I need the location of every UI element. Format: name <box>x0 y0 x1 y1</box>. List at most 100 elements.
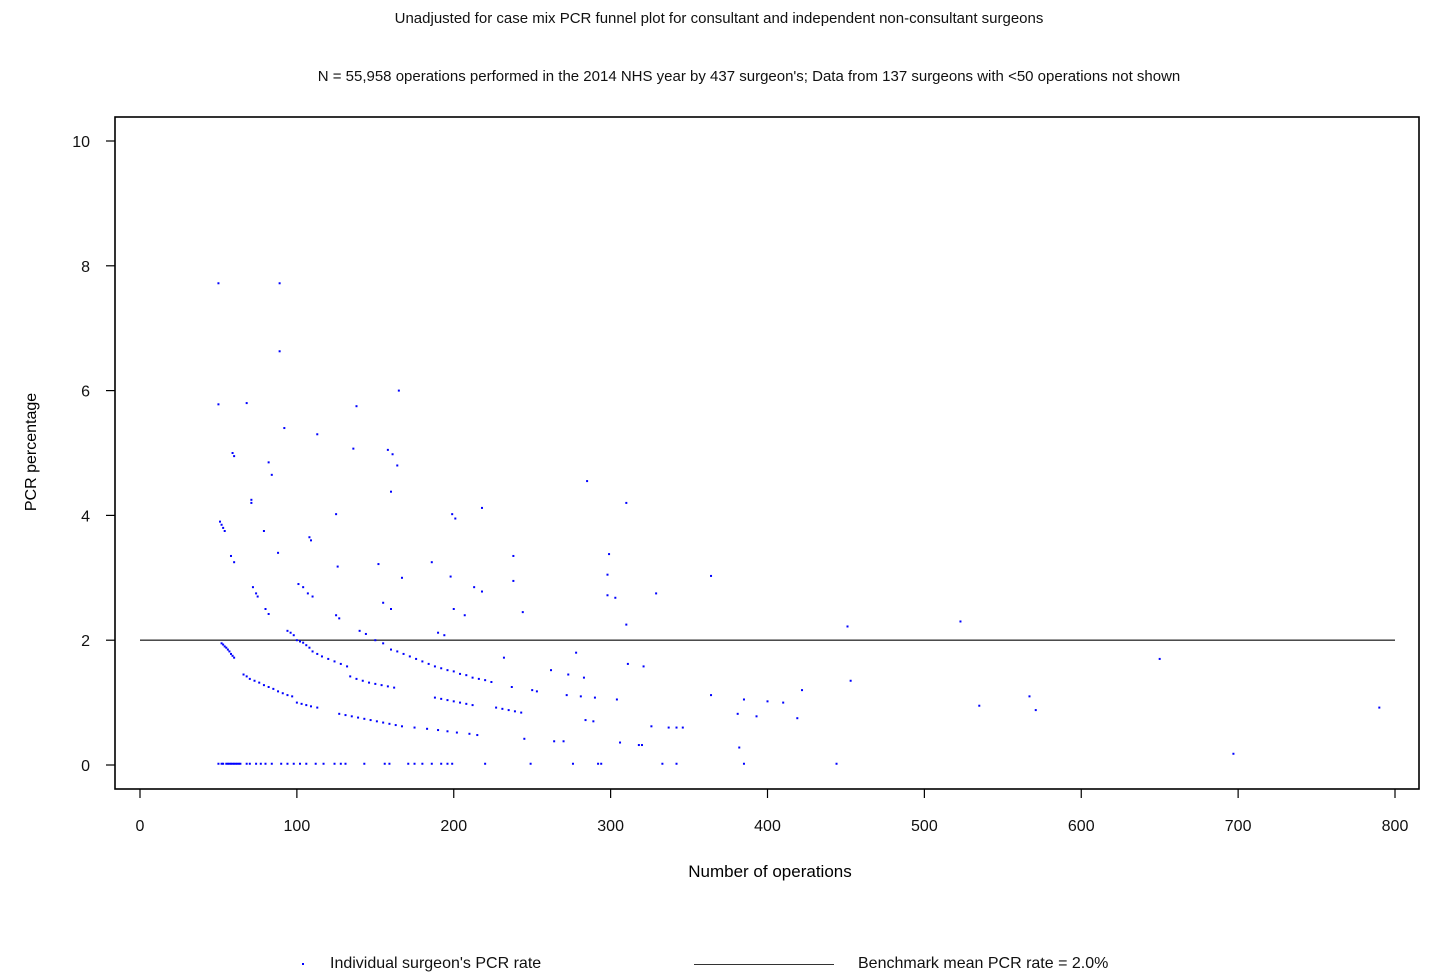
surgeon-point <box>292 634 295 637</box>
surgeon-point <box>233 561 236 564</box>
surgeon-point <box>390 490 392 493</box>
surgeon-point <box>286 762 289 765</box>
surgeon-point <box>433 696 436 699</box>
surgeon-point <box>480 590 483 593</box>
surgeon-point <box>413 762 416 765</box>
legend-item-benchmark: Benchmark mean PCR rate = 2.0% <box>694 955 1108 973</box>
surgeon-point <box>440 762 443 765</box>
surgeon-point <box>531 689 534 692</box>
surgeon-point <box>443 634 446 637</box>
surgeon-point <box>446 762 449 765</box>
surgeon-point <box>681 726 684 729</box>
surgeon-point <box>468 732 471 735</box>
surgeon-point <box>256 595 259 598</box>
surgeon-point <box>463 614 466 617</box>
surgeon-point <box>625 623 628 626</box>
surgeon-point <box>495 706 498 709</box>
surgeon-point <box>1232 752 1235 755</box>
surgeon-point <box>355 677 358 680</box>
surgeon-point <box>452 670 455 673</box>
surgeon-point <box>742 698 745 701</box>
surgeon-point <box>223 530 226 532</box>
surgeon-point <box>267 686 270 688</box>
surgeon-point <box>262 530 265 532</box>
surgeon-point <box>400 725 403 728</box>
surgeon-point <box>449 575 452 578</box>
surgeon-point <box>349 675 352 678</box>
surgeon-point <box>375 720 378 723</box>
surgeon-point <box>766 700 769 703</box>
chart-title: Unadjusted for case mix PCR funnel plot … <box>394 10 1044 27</box>
surgeon-point <box>311 595 314 598</box>
surgeon-point <box>346 665 349 668</box>
surgeon-point <box>849 679 852 682</box>
surgeon-point <box>846 625 849 628</box>
surgeon-point <box>305 644 308 647</box>
surgeon-point <box>521 611 524 614</box>
surgeon-point <box>302 641 305 644</box>
surgeon-point <box>339 762 342 765</box>
x-tick-label: 300 <box>597 818 624 835</box>
surgeon-point <box>306 592 309 595</box>
surgeon-point <box>408 655 411 658</box>
surgeon-point <box>333 660 336 663</box>
y-tick-label: 8 <box>81 259 90 276</box>
surgeon-point <box>335 614 338 617</box>
surgeon-point <box>402 652 405 655</box>
surgeon-point <box>217 403 220 406</box>
surgeon-point <box>289 631 292 634</box>
surgeon-point <box>421 762 424 765</box>
surgeon-point <box>396 650 399 653</box>
surgeon-point <box>253 679 256 682</box>
surgeon-point <box>465 702 468 705</box>
surgeon-point <box>641 744 643 747</box>
surgeon-point <box>477 677 480 680</box>
surgeon-point <box>311 650 314 653</box>
surgeon-point <box>233 656 236 659</box>
surgeon-point <box>608 553 611 556</box>
surgeon-point <box>619 741 622 744</box>
surgeon-point <box>452 608 455 610</box>
surgeon-point <box>1034 709 1037 712</box>
surgeon-point <box>553 740 556 743</box>
surgeon-point <box>338 712 341 715</box>
surgeon-point <box>476 734 479 737</box>
surgeon-point <box>579 695 582 698</box>
surgeon-point <box>571 762 574 765</box>
surgeon-point <box>219 520 222 523</box>
surgeon-point <box>597 762 600 765</box>
surgeon-point <box>309 705 312 708</box>
surgeon-point <box>959 620 962 623</box>
x-tick-label: 100 <box>284 818 311 835</box>
surgeon-point <box>600 762 603 765</box>
surgeon-point <box>237 762 240 765</box>
surgeon-point <box>437 729 440 732</box>
surgeon-point <box>222 762 225 765</box>
surgeon-point <box>339 662 342 665</box>
surgeon-point <box>710 694 713 697</box>
surgeon-point <box>264 762 267 765</box>
surgeon-point <box>675 726 678 729</box>
surgeon-point <box>446 669 449 672</box>
surgeon-point <box>357 716 360 719</box>
surgeon-point <box>380 684 383 687</box>
surgeon-point <box>388 722 391 725</box>
surgeon-point <box>484 762 487 765</box>
surgeon-point <box>413 726 416 729</box>
surgeon-point <box>1378 706 1381 709</box>
surgeon-point <box>228 650 231 653</box>
surgeon-point <box>650 725 653 728</box>
surgeon-point <box>452 700 455 703</box>
surgeon-point <box>490 681 493 684</box>
surgeon-point <box>626 662 629 665</box>
surgeon-point <box>220 762 223 765</box>
surgeon-point <box>390 608 392 610</box>
surgeon-point <box>322 762 325 765</box>
surgeon-point <box>451 762 454 765</box>
surgeon-point <box>455 731 458 734</box>
y-tick-label: 4 <box>81 508 90 525</box>
surgeon-point <box>226 648 229 651</box>
surgeon-point <box>465 674 468 677</box>
surgeon-point <box>606 573 609 576</box>
surgeon-point <box>229 554 232 557</box>
